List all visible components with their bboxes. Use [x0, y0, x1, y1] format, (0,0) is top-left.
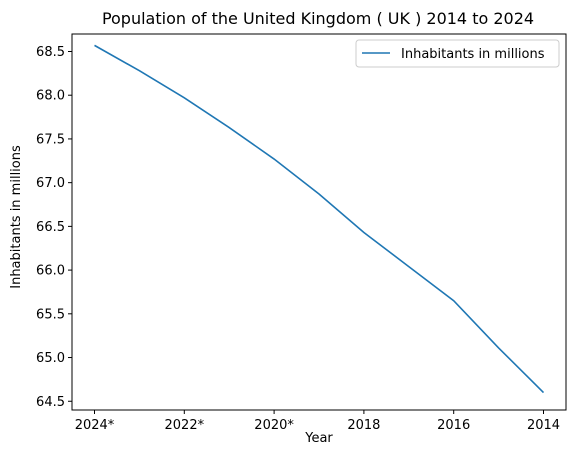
series-line-inhabitants: [94, 44, 545, 394]
x-axis: 2024* 2022* 2020* 2018 2016 2014: [75, 410, 560, 433]
y-tick-label: 66.0: [36, 264, 65, 279]
y-tick-label: 65.5: [36, 307, 65, 322]
x-tick-label: 2022*: [165, 418, 205, 433]
y-tick-label: 68.0: [36, 89, 65, 104]
y-tick-label: 67.5: [36, 132, 65, 147]
x-tick-label: 2018: [347, 418, 380, 433]
x-tick-label: 2014: [527, 418, 560, 433]
x-axis-label: Year: [304, 431, 333, 446]
legend-box: [355, 39, 560, 68]
y-tick-label: 67.0: [36, 176, 65, 191]
y-axis-label: Inhabitants in millions: [9, 145, 24, 289]
y-tick-label: 64.5: [36, 395, 65, 410]
x-tick-label: 2024*: [75, 418, 115, 433]
y-tick-label: 66.5: [36, 220, 65, 235]
y-tick-label: 65.0: [36, 351, 65, 366]
chart-title: Population of the United Kingdom ( UK ) …: [102, 9, 534, 28]
plot-frame: [71, 33, 567, 411]
x-tick-label: 2020*: [254, 418, 294, 433]
y-tick-label: 68.5: [36, 45, 65, 60]
legend-label: Inhabitants in millions: [401, 47, 545, 62]
x-tick-label: 2016: [437, 418, 470, 433]
legend: Inhabitants in millions: [355, 39, 560, 68]
y-axis: 64.5 65.0 65.5 66.0 66.5 67.0 67.5 68.0 68.5: [36, 45, 72, 410]
